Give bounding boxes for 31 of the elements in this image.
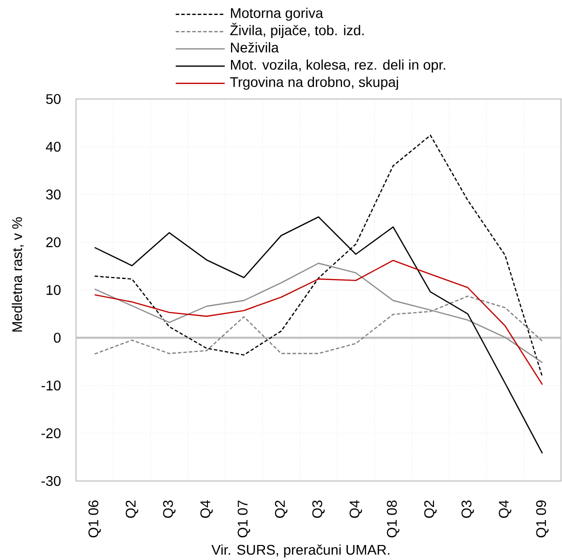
legend-label: Živila, pijače, tob. izd. [230,22,364,38]
y-tick-label: 40 [46,142,61,152]
x-tick-label: Q4 [200,500,213,518]
x-tick-label: Q4 [350,500,362,518]
legend-label: Trgovina na drobno, skupaj [230,76,398,90]
legend-label: Neživila [230,42,279,53]
legend-label: Mot. vozila, kolesa, rez. deli in opr. [230,59,446,73]
x-tick-label: Q3 [163,500,176,518]
x-tick-label: Q3 [312,500,325,518]
text: Vir. SURS, preračuni UMAR. [211,544,390,558]
y-tick-label: -20 [42,428,61,438]
legend-label: Motorna goriva [230,8,324,21]
line-series [94,262,543,364]
x-tick-label: Q3 [462,500,474,518]
x-tick-label: Q1 09 [536,500,549,538]
y-tick-label: 10 [46,285,61,295]
x-tick-label: Q4 [498,500,512,518]
y-tick-label: 50 [46,94,61,104]
y-axis-title: Medletna rast, v % [12,217,24,332]
y-tick-label: 20 [46,237,61,248]
y-tick-label: 0 [54,332,61,343]
y-tick-label: -10 [42,380,61,390]
line-series [94,260,543,386]
y-tick-label: -30 [42,476,61,486]
x-tick-label: Q2 [126,500,138,518]
y-tick-label: 30 [46,190,61,200]
x-tick-label: Q1 07 [238,500,250,538]
x-tick-label: Q2 [424,500,437,518]
x-tick-label: Q2 [274,500,288,518]
x-tick-label: Q1 06 [88,500,101,538]
x-tick-label: Q1 08 [386,500,400,538]
